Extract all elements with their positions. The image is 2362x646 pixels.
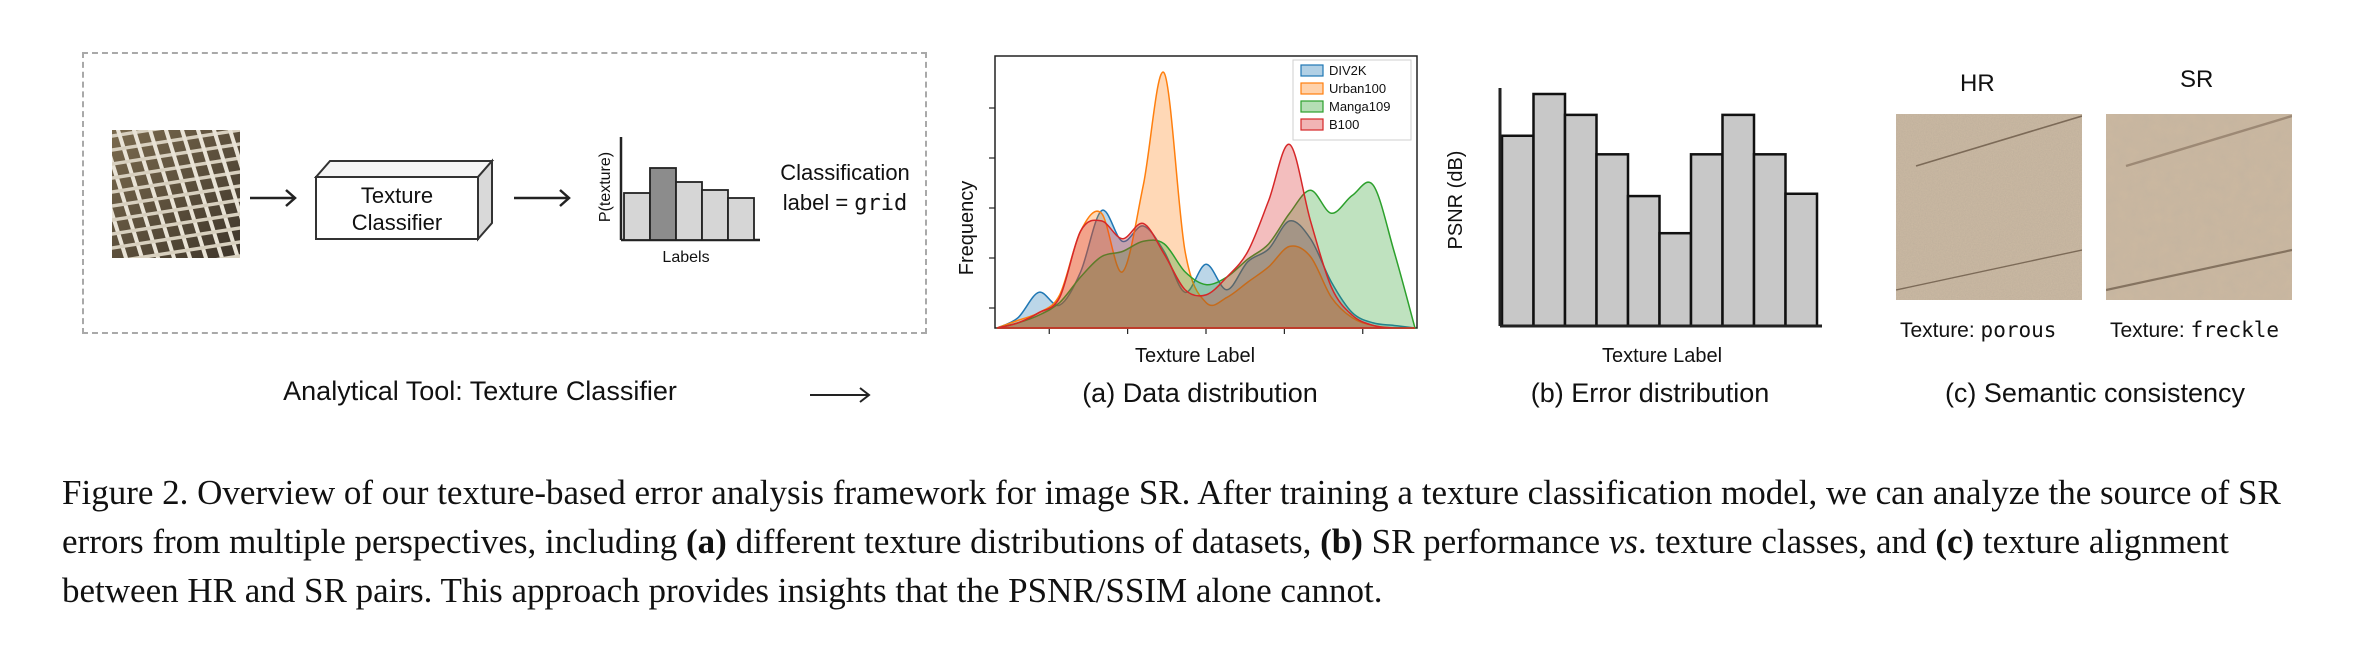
- arrow-right-icon: [810, 387, 871, 403]
- classification-prefix: label =: [782, 190, 855, 215]
- legend-swatch: [1300, 118, 1324, 131]
- psnr-bar: [1721, 113, 1756, 328]
- chart-a-x-label: Texture Label: [1135, 345, 1255, 367]
- classification-result-line2: label = grid: [770, 188, 920, 219]
- psnr-bar: [1500, 134, 1535, 328]
- legend-entry: Urban100: [1329, 81, 1386, 96]
- sr-texture-prefix: Texture:: [2110, 319, 2191, 342]
- caption-text: . texture classes, and: [1637, 522, 1936, 561]
- classifier-label-line2: Classifier: [352, 210, 442, 235]
- hr-texture-prefix: Texture:: [1900, 319, 1981, 342]
- panel-c-caption: (c) Semantic consistency: [1944, 378, 2246, 408]
- psnr-bar: [1532, 92, 1567, 328]
- caption-text: Overview of our texture-based error anal…: [62, 473, 2281, 561]
- figure-number: Figure 2.: [62, 473, 189, 512]
- tool-caption: Analytical Tool: Texture Classifier: [283, 376, 677, 406]
- psnr-bar: [1595, 153, 1630, 328]
- caption-text: texture alignment between HR and SR pair…: [62, 522, 2229, 610]
- chart-a-y-label: Frequency: [956, 181, 978, 276]
- data-distribution-chart: Frequency DIV2K Urban100 Manga109 B100 Text…: [956, 55, 1418, 367]
- sr-label: SR: [2180, 66, 2214, 93]
- mini-chart-bar: [701, 189, 729, 241]
- analytical-tool-box: [82, 52, 927, 334]
- sr-texture-image: [2106, 114, 2292, 300]
- legend-entry: B100: [1329, 117, 1359, 132]
- sr-texture-label: Texture: freckle: [2110, 318, 2279, 343]
- legend-swatch: [1300, 64, 1324, 77]
- caption-c-marker: (c): [1935, 522, 1975, 561]
- error-distribution-chart: PSNR (dB) Texture Label: [1445, 88, 1822, 367]
- arrow-right-icon: [514, 189, 571, 207]
- legend-swatch: [1300, 100, 1324, 113]
- classification-result-line1: Classification: [780, 160, 910, 185]
- density-area-div2k: [996, 209, 1416, 329]
- psnr-bar: [1752, 153, 1787, 328]
- chart-b-y-label: PSNR (dB): [1445, 151, 1467, 250]
- hr-texture-value: porous: [1980, 318, 2057, 342]
- caption-text: different texture distributions of datas…: [726, 522, 1321, 561]
- grid-texture-image: [112, 130, 240, 258]
- mini-chart-x-label: Labels: [662, 249, 709, 266]
- caption-text: SR performance: [1362, 522, 1609, 561]
- psnr-bar: [1563, 113, 1598, 328]
- psnr-bar: [1784, 192, 1819, 328]
- hr-label: HR: [1960, 70, 1995, 97]
- psnr-bar: [1689, 153, 1724, 328]
- mini-chart-bar: [727, 197, 755, 241]
- hr-texture-label: Texture: porous: [1900, 318, 2056, 343]
- classification-label-value: grid: [854, 191, 908, 216]
- hr-texture-image: [1896, 114, 2082, 300]
- mini-chart-y-label: P(texture): [597, 152, 614, 222]
- mini-chart-bar: [675, 181, 703, 241]
- mini-chart-bar: [649, 167, 677, 241]
- legend-swatch: [1300, 82, 1324, 95]
- caption-vs: vs: [1608, 522, 1638, 561]
- mini-chart-bar: [623, 192, 651, 241]
- panel-a-caption: (a) Data distribution: [1082, 378, 1318, 408]
- panel-b-caption: (b) Error distribution: [1530, 378, 1770, 408]
- caption-b-marker: (b): [1320, 522, 1363, 561]
- density-area-b100: [996, 143, 1415, 329]
- texture-classifier-box: Texture Classifier: [314, 158, 495, 242]
- psnr-bar: [1658, 231, 1693, 328]
- psnr-bar: [1626, 194, 1661, 328]
- classifier-label-line1: Texture: [361, 183, 433, 208]
- sr-texture-value: freckle: [2190, 318, 2280, 342]
- caption-a-marker: (a): [686, 522, 727, 561]
- legend-entry: Manga109: [1329, 99, 1390, 114]
- arrow-right-icon: [250, 189, 297, 207]
- legend-box: [1292, 59, 1412, 141]
- chart-b-x-label: Texture Label: [1602, 345, 1722, 367]
- legend-entry: DIV2K: [1329, 63, 1367, 78]
- classification-result: Classification label = grid: [770, 158, 920, 219]
- mini-probability-chart: P(texture) Labels: [597, 137, 760, 266]
- figure-caption: Figure 2. Overview of our texture-based …: [62, 468, 2302, 615]
